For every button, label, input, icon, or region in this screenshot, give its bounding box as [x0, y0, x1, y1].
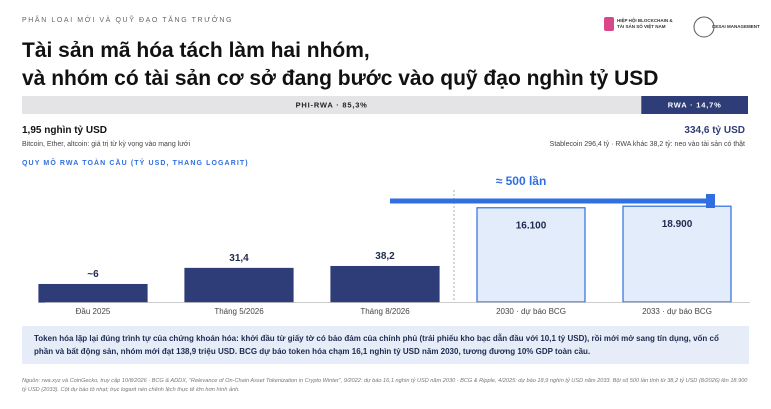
value-label: 16.100 [516, 220, 547, 231]
bar [38, 283, 148, 303]
annotation: ≈ 500 lần [496, 174, 547, 188]
logo-text: CESAI MANAGEMENT [712, 24, 760, 29]
left-note: Bitcoin, Ether, altcoin: giá trị từ kỳ v… [22, 141, 191, 148]
logo-mark [693, 16, 715, 38]
value-label: 31,4 [229, 253, 249, 264]
share-segment [22, 96, 642, 114]
share-label: PHI-RWA · 85,3% [296, 100, 368, 109]
chart-title: QUY MÔ RWA TOÀN CẦU (TỶ USD, THANG LOGAR… [22, 157, 249, 167]
bar [184, 267, 294, 303]
left-stat: 1,95 nghìn tỷ USD [22, 125, 108, 136]
title: Tài sản mã hóa tách làm hai nhóm, và nhó… [22, 37, 658, 93]
bar [622, 205, 732, 303]
value-label: ~6 [87, 269, 99, 280]
title-line: Tài sản mã hóa tách làm hai nhóm, [22, 39, 370, 62]
bar [330, 265, 440, 303]
value-label: 38,2 [375, 251, 395, 262]
value-label: 18.900 [662, 219, 693, 230]
share-label: RWA · 14,7% [668, 100, 722, 109]
right-note: Stablecoin 296,4 tỷ · RWA khác 38,2 tỷ: … [549, 141, 745, 148]
callout: Token hóa lặp lại đúng trình tự của chứn… [22, 326, 749, 364]
bar [476, 207, 586, 303]
kicker: PHÂN LOẠI MỚI VÀ QUỸ ĐẠO TĂNG TRƯỞNG [22, 17, 234, 24]
right-stat: 334,6 tỷ USD [684, 125, 745, 136]
logo-mark [604, 17, 614, 31]
logo-text: HIỆP HỘI BLOCKCHAIN & TÀI SẢN SỐ VIỆT NA… [617, 18, 673, 29]
x-tick-label: Tháng 8/2026 [360, 307, 410, 316]
x-tick-label: 2033 · dự báo BCG [642, 307, 712, 316]
footnote: Nguồn: rwa.xyz và CoinGecko, truy cập 10… [22, 378, 748, 393]
x-tick-label: Tháng 5/2026 [214, 307, 264, 316]
x-tick-label: Đầu 2025 [76, 307, 111, 316]
share-segment [641, 96, 748, 114]
arrow-head [706, 194, 715, 208]
x-tick-label: 2030 · dự báo BCG [496, 307, 566, 316]
title-line: và nhóm có tài sản cơ sở đang bước vào q… [22, 67, 659, 90]
